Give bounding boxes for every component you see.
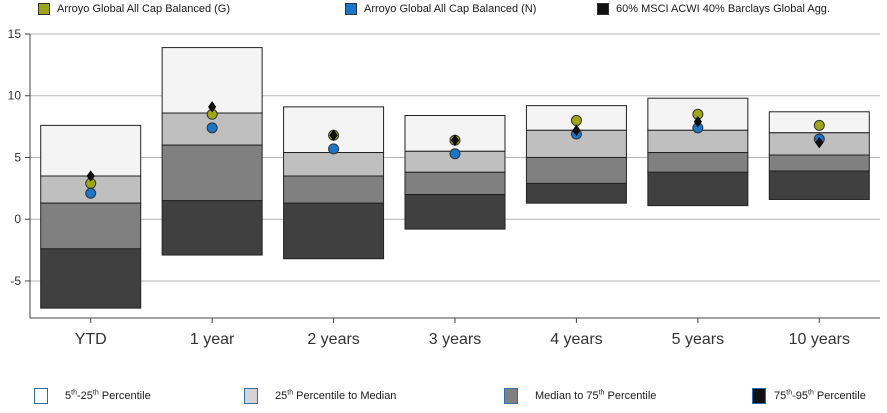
y-tick-label: 5 (14, 150, 21, 164)
legend-5-25-a: 5 (65, 390, 72, 402)
marker-benchmark (86, 170, 95, 182)
band-5-25 (404, 114, 506, 152)
band-75-95 (768, 170, 870, 200)
legend-label-75-95: 75th-95th Percentile (774, 389, 866, 402)
x-tick-label: YTD (75, 331, 107, 348)
legend-5-25-c: Percentile (98, 390, 151, 402)
marker-arroyo-n (449, 148, 461, 160)
band-25-median (283, 152, 385, 177)
x-tick-label: 1 year (190, 331, 235, 348)
legend-item-arroyo-g: Arroyo Global All Cap Balanced (G) (38, 3, 230, 15)
band-75-95 (647, 171, 749, 207)
legend-label-5-25: 5th-25th Percentile (65, 389, 151, 402)
band-75-95 (404, 194, 506, 230)
x-tick-label: 5 years (672, 331, 724, 348)
legend-75-95-b: -95 (792, 390, 808, 402)
legend-25-median-a: 25 (275, 390, 288, 402)
legend-swatch-25-median (244, 388, 258, 404)
legend-label-arroyo-g: Arroyo Global All Cap Balanced (G) (57, 3, 231, 15)
marker-benchmark (208, 101, 217, 113)
band-median-75 (768, 154, 870, 172)
legend-item-75-95: 75th-95th Percentile (752, 388, 866, 404)
marker-arroyo-n (206, 122, 218, 134)
y-tick-label: 0 (14, 212, 21, 226)
x-tick-label: 10 years (789, 331, 850, 348)
legend-swatch-median-75 (504, 388, 518, 404)
marker-benchmark (329, 129, 338, 141)
legend-bottom: 5th-25th Percentile 25th Percentile to M… (0, 388, 887, 408)
legend-median-75-sup1: th (598, 389, 605, 397)
band-median-75 (161, 144, 263, 202)
legend-median-75-b: Percentile (604, 390, 657, 402)
band-median-75 (404, 171, 506, 196)
marker-arroyo-n (328, 143, 340, 155)
band-median-75 (647, 152, 749, 173)
band-75-95 (283, 202, 385, 260)
band-25-median (647, 129, 749, 154)
legend-swatch-arroyo-n (345, 3, 357, 15)
legend-label-arroyo-n: Arroyo Global All Cap Balanced (N) (364, 3, 537, 15)
legend-75-95-a: 75 (774, 390, 787, 402)
marker-benchmark (815, 136, 824, 149)
x-tick-label: 3 years (429, 331, 481, 348)
y-tick-label: -5 (10, 274, 21, 288)
x-tick-label: 4 years (550, 331, 602, 348)
x-tick-label: 2 years (307, 331, 359, 348)
band-75-95 (40, 248, 142, 309)
legend-75-95-sup2: th (808, 389, 814, 397)
legend-75-95-c: Percentile (813, 390, 866, 402)
y-tick-label: 10 (8, 89, 22, 103)
legend-25-median-b: Percentile to Median (293, 390, 397, 402)
legend-25-median-sup1: th (287, 389, 294, 397)
legend-item-median-75: Median to 75th Percentile (504, 388, 656, 404)
legend-5-25-sup2: th (92, 389, 99, 397)
band-median-75 (40, 202, 142, 250)
marker-arroyo-g (570, 114, 582, 126)
legend-item-5-25: 5th-25th Percentile (34, 388, 151, 404)
band-75-95 (525, 182, 627, 204)
marker-arroyo-n (85, 187, 97, 199)
legend-swatch-5-25 (34, 388, 48, 404)
legend-5-25-b: -25 (76, 390, 93, 402)
legend-swatch-benchmark (597, 3, 609, 15)
band-median-75 (283, 175, 385, 204)
legend-item-benchmark: 60% MSCI ACWI 40% Barclays Global Agg. (597, 3, 830, 15)
marker-arroyo-g (813, 119, 825, 131)
legend-swatch-75-95 (752, 388, 766, 404)
legend-label-25-median: 25th Percentile to Median (275, 389, 397, 402)
marker-benchmark (450, 134, 460, 146)
legend-top: Arroyo Global All Cap Balanced (G) Arroy… (0, 3, 887, 21)
marker-benchmark (572, 124, 581, 136)
legend-median-75-a: Median to 75 (535, 390, 599, 402)
legend-item-25-median: 25th Percentile to Median (244, 388, 396, 404)
band-5-25 (40, 124, 142, 177)
y-tick-label: 15 (8, 27, 22, 41)
band-median-75 (525, 156, 627, 184)
marker-benchmark (693, 115, 702, 128)
legend-5-25-sup1: th (71, 389, 77, 397)
percentile-chart: -5 0 5 10 15 YTD 1 year 2 years 3 years 4 years 5 … (8, 27, 880, 348)
legend-item-arroyo-n: Arroyo Global All Cap Balanced (N) (345, 3, 536, 15)
legend-75-95-sup1: th (786, 389, 793, 397)
band-75-95 (161, 200, 263, 256)
legend-swatch-arroyo-g (38, 3, 50, 15)
legend-label-benchmark: 60% MSCI ACWI 40% Barclays Global Agg. (616, 3, 830, 15)
legend-label-median-75: Median to 75th Percentile (535, 389, 657, 402)
